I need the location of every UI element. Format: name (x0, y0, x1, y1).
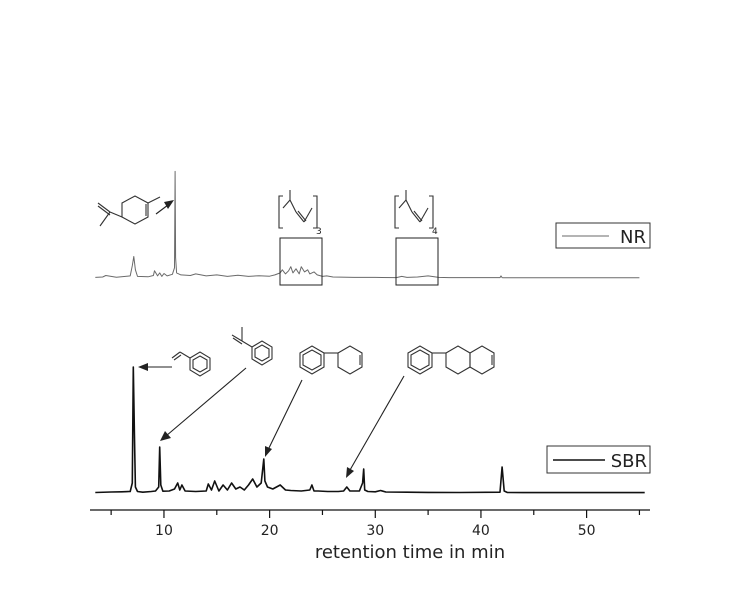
legend-nr: NR (555, 222, 651, 249)
isoprene-tetramer-structure-icon (394, 190, 434, 229)
nr-highlight-box-tetramer (395, 237, 439, 286)
x-axis: 10 20 30 40 50 retention time in min (90, 509, 650, 563)
x-tick-label-20: 20 (261, 523, 279, 539)
phenylcyclohexene-arrow-icon (265, 379, 303, 457)
trimer-subscript: 3 (316, 227, 322, 237)
legend-sbr-box (546, 445, 651, 474)
series-line-sbr (95, 366, 645, 494)
styrene-arrow-icon (138, 363, 172, 371)
x-axis-title: retention time in min (315, 542, 505, 563)
phenylcyclohexene-structure-icon (299, 345, 363, 375)
methylstyrene-arrow-icon (160, 367, 247, 441)
phenyl-octahydronaphthalene-structure-icon (407, 345, 495, 375)
limonene-structure-icon (97, 195, 161, 227)
x-tick-label-40: 40 (472, 523, 490, 539)
nr-highlight-box-trimer (279, 237, 323, 286)
legend-nr-label: NR (620, 227, 646, 248)
x-tick-label-30: 30 (366, 523, 384, 539)
limonene-arrow-icon (155, 200, 174, 215)
series-line-nr (95, 170, 640, 279)
series-traces (95, 170, 645, 494)
legend-sbr: SBR (546, 445, 651, 474)
legend-nr-box (555, 222, 651, 249)
phenyl-octahydronaphthalene-arrow-icon (346, 375, 405, 478)
x-ticks: 10 20 30 40 50 (110, 510, 641, 539)
x-tick-label-10: 10 (155, 523, 173, 539)
tetramer-subscript: 4 (432, 227, 438, 237)
styrene-structure-icon (171, 351, 211, 377)
legend-sbr-label: SBR (611, 451, 647, 472)
isoprene-trimer-structure-icon (278, 190, 318, 229)
x-tick-label-50: 50 (578, 523, 596, 539)
methylstyrene-structure-icon (231, 327, 273, 366)
